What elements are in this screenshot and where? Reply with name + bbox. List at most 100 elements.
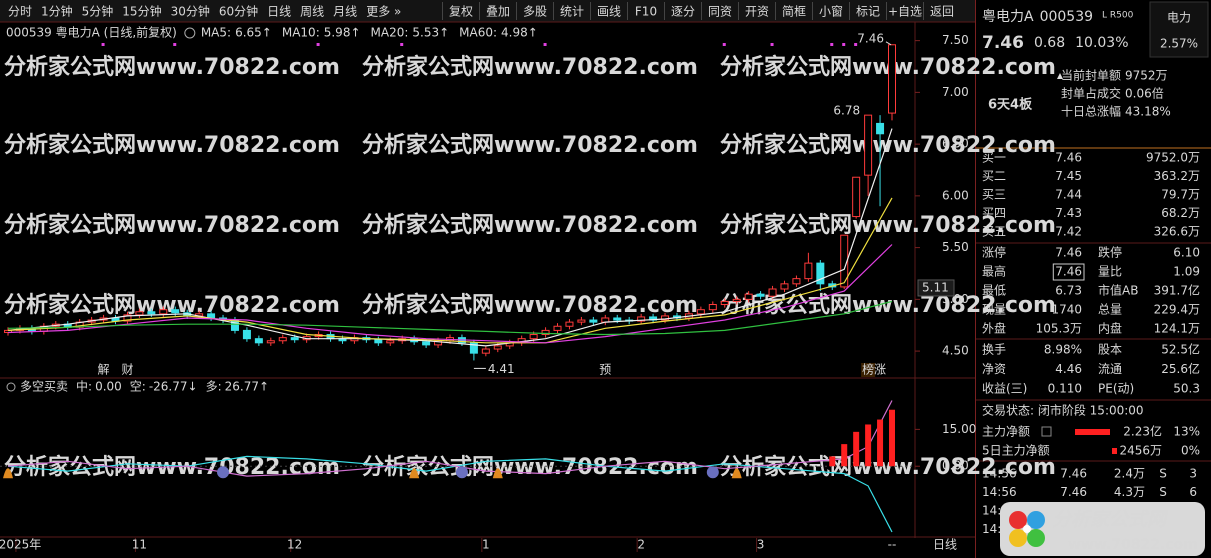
stock-tags: L R500: [1102, 11, 1134, 21]
stat-label: 流通: [1098, 362, 1122, 376]
ma-legend-name: MA10:: [282, 26, 320, 40]
candle-body: [481, 348, 490, 354]
stat-label: 总量: [1098, 303, 1122, 317]
indicator-legend-name: 空:: [130, 380, 146, 394]
toolbar-button[interactable]: 开资: [745, 5, 769, 19]
toolbar-button[interactable]: 复权: [449, 5, 473, 19]
candle-body: [278, 337, 287, 342]
indicator-icon: [6, 382, 16, 392]
toolbar-tab[interactable]: 日线: [267, 5, 291, 19]
toolbar-button[interactable]: 返回: [930, 5, 954, 19]
y-tick-label: 5.50: [942, 240, 969, 254]
watermark: 分析家公式网www.70822.com: [4, 132, 340, 158]
toolbar-button[interactable]: 统计: [560, 5, 584, 19]
candle-body: [254, 338, 263, 344]
candle-body: [720, 300, 729, 306]
candle-body: [708, 304, 717, 311]
indicator-line: [7, 455, 893, 533]
stat-label: 现量: [982, 303, 1006, 317]
limit-value: 0.06倍: [1125, 86, 1164, 101]
sector-box[interactable]: [1149, 1, 1209, 58]
stat-label: 涨停: [982, 245, 1006, 260]
toolbar-button[interactable]: 简框: [782, 5, 806, 19]
stat-label: 内盘: [1098, 321, 1122, 336]
candle-body: [756, 293, 765, 297]
candle-body: [374, 339, 383, 344]
price-annotation: 6.78: [833, 104, 860, 118]
ma-line: [7, 128, 893, 347]
signal-dot: [722, 43, 726, 46]
candle-body: [422, 341, 431, 346]
toolbar-button[interactable]: 小窗: [819, 5, 843, 19]
toolbar-tab[interactable]: 分时: [8, 5, 32, 19]
toolbar-button[interactable]: 画线: [597, 5, 621, 19]
indicator-legend-value: -26.77: [149, 380, 188, 394]
stock-code: 000539: [1040, 9, 1093, 25]
watermark: 分析家公式网www.70822.com: [720, 54, 1056, 80]
toolbar-tab[interactable]: 5分钟: [82, 4, 114, 19]
tick-price: 7.46: [1060, 467, 1087, 481]
chart-title: 000539 粤电力A (日线,前复权): [6, 25, 177, 40]
indicator-bar: [889, 409, 895, 467]
period-label[interactable]: 日线: [933, 538, 957, 552]
toolbar-tab[interactable]: 月线: [333, 5, 357, 19]
candle-body: [876, 122, 885, 135]
tick-side: S: [1159, 467, 1167, 481]
y-tick-label: 6.50: [942, 137, 969, 151]
ma-legend-arrow: ↑: [528, 26, 538, 40]
indicator-bar: [829, 456, 836, 467]
trade-status: 交易状态: 闭市阶段 15:00:00: [982, 403, 1144, 418]
watermark: 分析家公式网www.70822.com: [362, 54, 698, 80]
stat-label: 最高: [982, 264, 1006, 279]
watermark: 分析家公式网www.70822.com: [4, 212, 340, 238]
candle-body: [159, 309, 168, 315]
toolbar-button[interactable]: 标记: [856, 5, 880, 19]
bid-volume: 68.2万: [1161, 206, 1200, 220]
indicator-bar: [877, 419, 884, 467]
watermark: 分析家公式网www.70822.com: [362, 132, 698, 158]
event-marker[interactable]: 榜: [862, 362, 874, 377]
event-marker[interactable]: 涨: [874, 362, 886, 377]
toolbar-tab[interactable]: 周线: [300, 5, 324, 19]
stat-value: 391.7亿: [1154, 283, 1200, 298]
event-marker[interactable]: 财: [121, 363, 133, 377]
toolbar-tab[interactable]: 60分钟: [219, 4, 258, 19]
toolbar-button[interactable]: 叠加: [486, 5, 510, 19]
stat-value: 6.10: [1173, 246, 1200, 260]
toolbar-tab[interactable]: 1分钟: [41, 4, 73, 19]
event-marker[interactable]: 预: [599, 363, 611, 377]
settings-icon[interactable]: [184, 27, 196, 39]
candle-body: [171, 309, 180, 314]
event-marker[interactable]: 解: [98, 363, 110, 377]
candle-body: [123, 314, 132, 322]
logo-petal: [1009, 511, 1027, 529]
candle-body: [147, 311, 156, 315]
flow-pct: 13%: [1173, 425, 1200, 439]
ma-legend-name: MA20:: [371, 26, 409, 40]
flow-icon: [1041, 426, 1052, 437]
limit-value: 9752万: [1125, 69, 1168, 83]
limit-label: 封单占成交: [1061, 86, 1121, 101]
candle-body: [732, 298, 741, 302]
toolbar-button[interactable]: F10: [635, 5, 657, 19]
toolbar-tab[interactable]: 15分钟: [122, 4, 161, 19]
candle-body: [290, 337, 299, 341]
ma-line: [7, 197, 893, 344]
flow-label: 主力净额: [982, 425, 1030, 439]
tick-volume: 2.4万: [1114, 467, 1145, 481]
up-icon: [1057, 73, 1063, 79]
toolbar-button[interactable]: +自选: [888, 5, 922, 19]
toolbar-button[interactable]: 同资: [708, 5, 732, 19]
signal-dot: [173, 43, 177, 46]
toolbar-button[interactable]: 逐分: [671, 5, 695, 19]
money-icon: [492, 468, 503, 479]
sector-name[interactable]: 电力: [1167, 11, 1191, 25]
toolbar-button[interactable]: 多股: [523, 5, 547, 19]
x-tick-label: 2025年: [0, 538, 41, 552]
stat-value: 229.4万: [1154, 303, 1200, 317]
tick-time: 14:: [982, 522, 1001, 536]
toolbar-tab[interactable]: 更多 »: [366, 5, 401, 19]
toolbar-tab[interactable]: 30分钟: [171, 4, 210, 19]
